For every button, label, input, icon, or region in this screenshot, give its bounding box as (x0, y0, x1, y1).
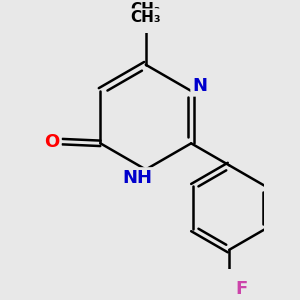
Text: F: F (235, 280, 247, 298)
Text: CH₃: CH₃ (130, 10, 161, 25)
Text: N: N (192, 77, 207, 95)
Text: NH: NH (122, 169, 152, 187)
Text: NH: NH (122, 169, 152, 187)
Text: O: O (45, 133, 60, 151)
Text: N: N (192, 77, 207, 95)
Text: F: F (235, 280, 247, 298)
Text: O: O (45, 133, 60, 151)
Text: CH₃: CH₃ (130, 2, 161, 17)
